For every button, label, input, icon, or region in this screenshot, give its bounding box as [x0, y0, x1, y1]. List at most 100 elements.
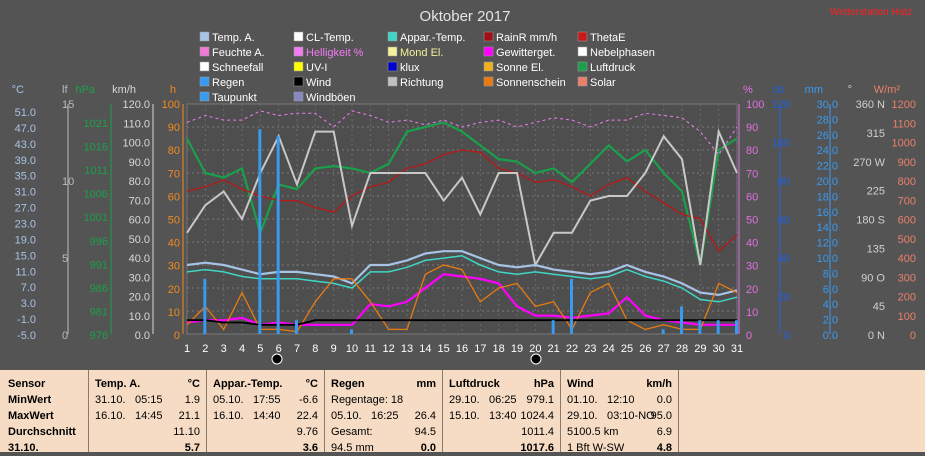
day-label: 27: [658, 343, 670, 355]
day-label: 14: [419, 343, 431, 355]
legend-label: Richtung: [400, 77, 443, 89]
day-label: 4: [239, 343, 245, 355]
legend-swatch: [483, 61, 494, 72]
series-line: [186, 110, 738, 156]
stat-cell: 21.1: [178, 410, 200, 422]
axis-h-unit: h: [170, 84, 176, 96]
stat-cell: 17:55: [253, 394, 281, 406]
axis-wm2-tick: 0: [910, 330, 916, 342]
axis-kmh-tick: 60.0: [129, 215, 150, 227]
stat-cell: Appar.-Temp.: [213, 378, 283, 390]
day-label: 20: [529, 343, 541, 355]
axis-mm-tick: 10.0: [817, 253, 838, 265]
day-label: 19: [511, 343, 523, 355]
legend-swatch: [483, 31, 494, 42]
stat-cell: 12:10: [607, 394, 635, 406]
legend-item: Solar: [577, 76, 616, 89]
day-label: 25: [621, 343, 633, 355]
stat-cell: mm: [416, 378, 436, 390]
stat-cell: 94.5: [414, 426, 436, 438]
legend-swatch: [199, 76, 210, 87]
axis-mm-tick: 18.0: [817, 191, 838, 203]
day-label: 13: [401, 343, 413, 355]
axis-pct-tick: 50: [746, 215, 758, 227]
axis-pct-tick: 40: [746, 238, 758, 250]
axis-pct-tick: 10: [746, 307, 758, 319]
axis-pct-tick: 30: [746, 261, 758, 273]
axis-kmh-tick: 110.0: [123, 118, 150, 130]
day-label: 23: [584, 343, 596, 355]
stat-cell: 16.10.: [213, 410, 244, 422]
stat-cell: 01.10.: [567, 394, 598, 406]
moon-phase-full-icon: [530, 353, 542, 365]
axis-pct-tick: 60: [746, 191, 758, 203]
axis-pct-tick: 70: [746, 168, 758, 180]
legend-item: Taupunkt: [199, 91, 257, 104]
axis-celsius-tick: 19.0: [15, 234, 36, 246]
legend-label: Taupunkt: [212, 92, 257, 104]
stat-column: Regen mm Regentage: 18 05.10. 16:25 26.4 Gesam…: [324, 370, 442, 454]
legend-label: Appar.-Temp.: [400, 32, 465, 44]
legend-swatch: [293, 46, 304, 57]
legend-label: Regen: [212, 77, 244, 89]
axis-wm2-tick: 900: [898, 157, 916, 169]
day-label: 8: [312, 343, 318, 355]
stat-cell: 5100.5 km: [567, 426, 619, 438]
day-label: 28: [676, 343, 688, 355]
day-label: 16: [456, 343, 468, 355]
axis-cb-unit: cb: [772, 84, 784, 96]
axis-celsius-tick: 27.0: [15, 203, 36, 215]
axis-mm-tick: 20.0: [817, 176, 838, 188]
axis-kmh-tick: 50.0: [129, 234, 150, 246]
label-min: MinWert: [8, 394, 52, 406]
axis-h-tick: 90: [168, 122, 180, 134]
day-label: 5: [257, 343, 263, 355]
chart-legend: Temp. A. CL-Temp. Appar.-Temp. RainR mm/h Th…: [199, 31, 655, 104]
stat-cell: 31.10.: [95, 394, 126, 406]
legend-label: Windböen: [306, 92, 356, 104]
axis-mm-tick: 30.0: [817, 99, 838, 111]
axis-cb-tick: 0: [784, 330, 790, 342]
axis-wm2-tick: 1200: [892, 99, 916, 111]
label-current: 31.10.: [8, 442, 39, 454]
axis-h-tick: 20: [168, 284, 180, 296]
axis-pct-tick: 90: [746, 122, 758, 134]
axis-cb-tick: 80: [778, 176, 790, 188]
legend-label: Wind: [306, 77, 331, 89]
stat-cell: 0.0: [420, 442, 436, 454]
axis-wm2-tick: 1000: [892, 138, 916, 150]
day-label: 18: [493, 343, 505, 355]
label-avg: Durchschnitt: [8, 426, 76, 438]
legend-label: Gewitterget.: [496, 47, 555, 59]
legend-swatch: [199, 46, 210, 57]
station-link[interactable]: Wetterstation Hatz: [830, 7, 912, 18]
axis-mm-unit: mm: [805, 84, 823, 96]
stat-cell: 1017.6: [520, 442, 554, 454]
axis-mm-tick: 12.0: [817, 238, 838, 250]
legend-item: UV-I: [293, 61, 327, 74]
stat-cell: 1.9: [184, 394, 200, 406]
axis-celsius-tick: -5.0: [17, 330, 36, 342]
stat-cell: Temp. A.: [95, 378, 141, 390]
legend-label: Schneefall: [212, 62, 263, 74]
axis-celsius-tick: 7.0: [21, 282, 36, 294]
axis-pct-unit: %: [743, 84, 753, 96]
axis-hpa-tick: 1016: [84, 142, 108, 154]
axis-h-tick: 80: [168, 145, 180, 157]
stat-cell: 11.10: [173, 426, 200, 438]
stat-cell: 14:40: [253, 410, 281, 422]
axis-hpa-tick: 1011: [84, 165, 108, 177]
legend-item: Sonnenschein: [483, 76, 566, 89]
axis-celsius-tick: 15.0: [15, 250, 36, 262]
legend-swatch: [577, 76, 588, 87]
stat-column: Appar.-Temp. °C 05.10. 17:55 -6.6 16.10. 14:40…: [206, 370, 324, 454]
legend-label: Temp. A.: [212, 32, 255, 44]
stat-cell: -6.6: [299, 394, 318, 406]
axis-celsius-tick: 47.0: [15, 123, 36, 135]
day-label: 31: [731, 343, 743, 355]
axis-wm2-tick: 300: [898, 272, 916, 284]
axis-kmh-tick: 80.0: [129, 176, 150, 188]
legend-label: Feuchte A.: [212, 47, 265, 59]
axis-mm-tick: 22.0: [817, 161, 838, 173]
legend-label: UV-I: [306, 62, 327, 74]
